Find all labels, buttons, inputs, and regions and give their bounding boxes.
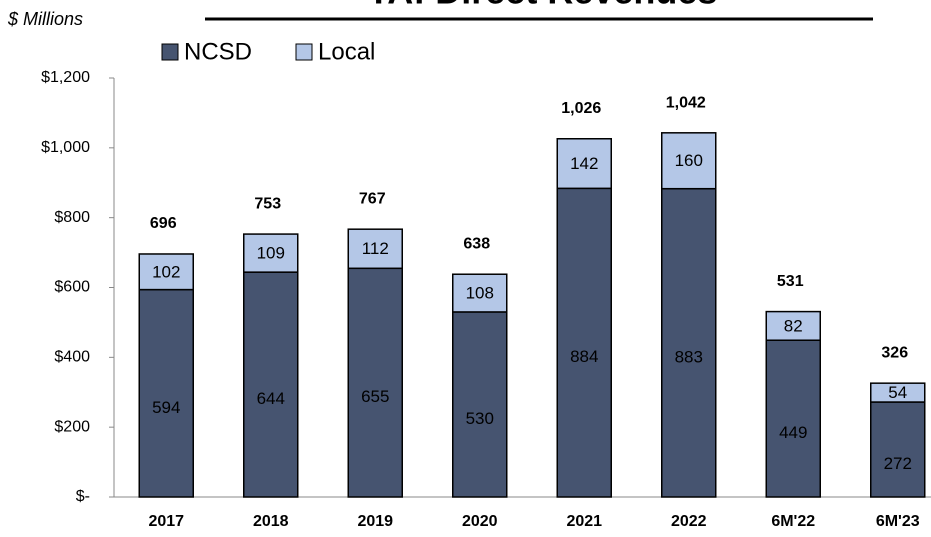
y-axis-label: $ Millions — [7, 9, 83, 29]
bar-segment — [243, 271, 299, 498]
segment-label: 644 — [257, 389, 285, 408]
segment-label: 883 — [675, 347, 703, 366]
segment-label: 272 — [884, 454, 912, 473]
x-tick-label: 2020 — [462, 513, 498, 530]
chart-title: YA: Direct Revenues — [367, 0, 718, 12]
x-tick-label: 2018 — [253, 513, 289, 530]
total-label: 696 — [150, 215, 177, 232]
segment-label: 449 — [779, 423, 807, 442]
y-tick-label: $200 — [54, 418, 90, 435]
y-tick-label: $400 — [54, 349, 90, 366]
legend-label: NCSD — [184, 38, 252, 65]
x-tick-label: 6M'23 — [876, 513, 920, 530]
segment-label: 884 — [570, 347, 598, 366]
bar-segment — [347, 228, 403, 270]
legend-swatch — [295, 43, 313, 61]
segment-label: 109 — [257, 244, 285, 263]
legend-swatch — [161, 43, 179, 61]
total-label: 531 — [777, 273, 804, 290]
x-tick-label: 6M'22 — [771, 513, 815, 530]
bar-segment — [661, 187, 717, 498]
bar-segment — [765, 310, 821, 341]
total-label: 753 — [254, 195, 281, 212]
segment-label: 82 — [784, 316, 803, 335]
segment-label: 102 — [152, 262, 180, 281]
segment-label: 54 — [888, 383, 907, 402]
x-tick-label: 2019 — [357, 513, 393, 530]
legend-label: Local — [318, 38, 375, 65]
segment-label: 530 — [466, 409, 494, 428]
bar-segment — [765, 339, 821, 498]
bar-segment — [347, 267, 403, 498]
segment-label: 112 — [362, 239, 389, 258]
x-tick-label: 2021 — [566, 513, 602, 530]
bar-segment — [870, 401, 926, 498]
y-tick-label: $600 — [54, 279, 90, 296]
bar-segment — [870, 382, 926, 403]
bar-segment — [556, 138, 612, 190]
bar-segment — [556, 187, 612, 498]
bar-segment — [243, 233, 299, 273]
bar-segment — [661, 132, 717, 190]
segment-label: 655 — [361, 387, 389, 406]
bar-segment — [138, 253, 194, 291]
x-tick-label: 2022 — [671, 513, 707, 530]
x-tick-label: 2017 — [148, 513, 184, 530]
segment-label: 594 — [152, 398, 180, 417]
y-tick-label: $800 — [54, 209, 90, 226]
bar-segment — [452, 311, 508, 498]
bar-segment — [138, 288, 194, 498]
total-label: 638 — [463, 235, 490, 252]
y-tick-label: $1,200 — [41, 69, 90, 86]
segment-label: 160 — [675, 151, 703, 170]
segment-label: 142 — [570, 154, 598, 173]
y-tick-label: $- — [76, 488, 90, 505]
total-label: 1,042 — [666, 94, 706, 111]
segment-label: 108 — [466, 284, 494, 303]
total-label: 326 — [881, 344, 908, 361]
bar-segment — [452, 273, 508, 313]
total-label: 767 — [359, 190, 386, 207]
total-label: 1,026 — [561, 100, 601, 117]
y-tick-label: $1,000 — [41, 139, 90, 156]
